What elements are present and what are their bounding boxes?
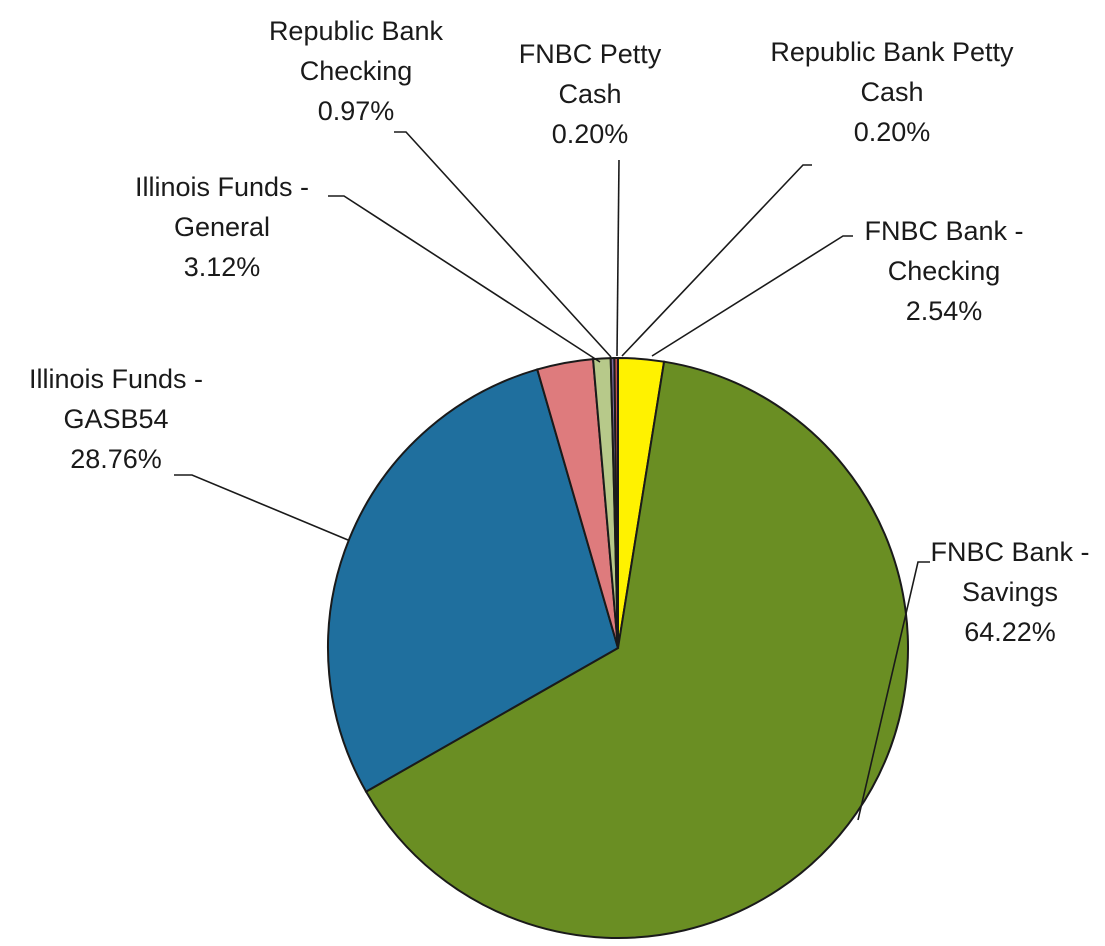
slice-label-line: Checking — [888, 256, 1001, 286]
slice-label-line: Checking — [300, 56, 413, 86]
slice-label-line: FNBC Petty — [519, 39, 662, 69]
slice-label-line: 0.20% — [552, 119, 629, 149]
slice-label-line: GASB54 — [63, 404, 168, 434]
slice-label-line: Illinois Funds - — [135, 172, 309, 202]
slice-label-line: 0.20% — [854, 117, 931, 147]
slice-label: FNBC Petty Cash 0.20% — [519, 39, 662, 149]
leader-lines — [174, 131, 930, 821]
slice-label-line: Cash — [860, 77, 923, 107]
pie-slice — [613, 356, 619, 649]
slice-label-line: FNBC Bank - — [864, 216, 1023, 246]
pie-slices — [327, 356, 910, 939]
slice-label-line: Republic Bank Petty — [770, 37, 1014, 67]
leader-line — [651, 235, 853, 357]
leader-line — [328, 195, 601, 363]
slice-label: FNBC Bank - Savings 64.22% — [930, 537, 1089, 647]
slice-label-line: 3.12% — [184, 252, 261, 282]
slice-label-line: Savings — [962, 577, 1058, 607]
slice-label-line: Cash — [558, 79, 621, 109]
leader-line — [394, 131, 612, 358]
slice-label-line: General — [174, 212, 270, 242]
slice-label-line: 64.22% — [964, 617, 1056, 647]
slice-label-line: Republic Bank — [269, 16, 444, 46]
slice-label-line: 28.76% — [70, 444, 162, 474]
leader-line — [621, 164, 812, 357]
slice-label-line: FNBC Bank - — [930, 537, 1089, 567]
slice-label-line: Illinois Funds - — [29, 364, 203, 394]
slice-label: Republic Bank Petty Cash 0.20% — [770, 37, 1014, 147]
slice-label: Republic Bank Checking 0.97% — [269, 16, 444, 126]
slice-label: FNBC Bank - Checking 2.54% — [864, 216, 1023, 326]
leader-line — [174, 474, 349, 541]
slice-label-line: 0.97% — [318, 96, 395, 126]
slice-label-line: 2.54% — [906, 296, 983, 326]
slice-labels: FNBC Bank - Checking 2.54% FNBC Bank - Savin… — [29, 16, 1090, 647]
pie-slice — [327, 368, 620, 793]
leader-line — [857, 561, 930, 821]
slice-label: Illinois Funds - General 3.12% — [135, 172, 309, 282]
slice-label: Illinois Funds - GASB54 28.76% — [29, 364, 203, 474]
leader-line — [616, 159, 620, 357]
pie-slice — [364, 360, 910, 939]
